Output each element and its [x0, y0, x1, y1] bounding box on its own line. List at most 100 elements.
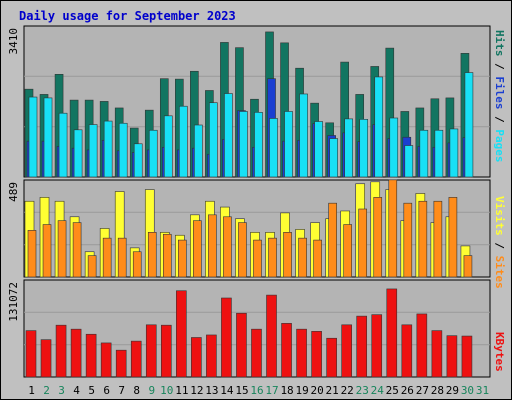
sites-bar	[147, 232, 157, 278]
sites-bar	[178, 239, 187, 278]
x-tick-label: 28	[431, 384, 444, 397]
sites-bar	[313, 239, 322, 278]
sites-bar	[403, 202, 413, 278]
x-tick-label: 2	[43, 384, 50, 397]
sites-bar	[223, 216, 232, 278]
kbytes-bar	[25, 330, 37, 378]
pages-bar	[103, 120, 113, 178]
x-tick-label: 16	[250, 384, 263, 397]
legend-sep: /	[493, 110, 506, 130]
sites-bar	[193, 220, 202, 278]
sites-bar	[433, 200, 443, 278]
pages-bar	[239, 111, 248, 178]
x-tick-label: 25	[386, 384, 399, 397]
pages-bar	[269, 118, 278, 178]
sites-bar	[268, 237, 277, 278]
sites-bar	[117, 237, 127, 278]
x-tick-label: 17	[265, 384, 278, 397]
kbytes-bar	[401, 324, 413, 378]
x-tick-label: 21	[326, 384, 339, 397]
x-tick-label: 11	[175, 384, 188, 397]
kbytes-bar	[115, 349, 127, 378]
sites-bar	[418, 200, 428, 278]
kbytes-bar	[281, 323, 292, 378]
pages-bar	[449, 128, 459, 178]
kbytes-bar	[221, 297, 232, 378]
pages-bar	[209, 102, 218, 178]
sites-bar	[373, 197, 383, 278]
legend-hits: Hits	[493, 30, 506, 57]
pages-bar	[73, 129, 83, 178]
y-max-label-hits: 3410	[7, 28, 20, 55]
kbytes-bar	[341, 324, 352, 378]
pages-bar	[163, 115, 173, 178]
legend-kbytes: KBytes	[493, 332, 506, 372]
pages-bar	[28, 96, 38, 178]
kbytes-bar	[85, 333, 97, 378]
kbytes-bar	[386, 288, 398, 378]
pages-bar	[344, 118, 353, 178]
kbytes-bar	[371, 314, 383, 378]
pages-bar	[464, 72, 474, 178]
pages-bar	[404, 145, 414, 178]
sites-bar	[102, 237, 112, 278]
x-tick-label: 29	[446, 384, 459, 397]
pages-bar	[43, 97, 53, 178]
sites-bar	[388, 179, 398, 278]
sites-bar	[358, 208, 368, 278]
x-tick-label: 27	[416, 384, 429, 397]
pages-bar	[359, 119, 369, 178]
kbytes-bar	[160, 324, 172, 378]
pages-bar	[88, 124, 98, 178]
x-tick-label: 10	[160, 384, 173, 397]
legend-panel-3: KBytes	[493, 332, 506, 372]
sites-bar	[343, 224, 352, 278]
sites-bar	[283, 232, 292, 278]
pages-bar	[419, 129, 429, 178]
kbytes-bar	[356, 315, 368, 378]
x-tick-label: 3	[58, 384, 65, 397]
sites-bar	[162, 233, 172, 278]
kbytes-bar	[416, 313, 428, 378]
sites-bar	[27, 230, 37, 278]
kbytes-bar	[176, 290, 187, 378]
pages-bar	[58, 112, 68, 178]
sites-bar	[87, 255, 97, 278]
sites-bar	[238, 222, 247, 278]
sites-bar	[298, 237, 307, 278]
pages-bar	[284, 111, 293, 178]
pages-bar	[254, 112, 263, 178]
kbytes-bar	[40, 339, 52, 378]
kbytes-bar	[296, 328, 307, 378]
x-tick-label: 6	[103, 384, 110, 397]
pages-bar	[374, 76, 384, 178]
x-tick-label: 5	[88, 384, 95, 397]
legend-panel-1: Hits / Files / Pages	[493, 30, 506, 163]
pages-bar	[133, 143, 143, 178]
x-tick-label: 8	[133, 384, 140, 397]
kbytes-bar	[311, 331, 322, 378]
pages-bar	[224, 93, 233, 178]
x-tick-label: 15	[235, 384, 248, 397]
kbytes-bar	[145, 324, 157, 378]
x-tick-label: 31	[476, 384, 489, 397]
x-tick-label: 4	[73, 384, 80, 397]
x-tick-label: 1	[28, 384, 35, 397]
legend-panel-2: Visits / Sites	[493, 196, 506, 289]
sites-bar	[448, 197, 458, 278]
kbytes-bar	[191, 337, 202, 378]
x-tick-label: 12	[190, 384, 203, 397]
kbytes-bar	[431, 330, 443, 378]
kbytes-bar	[266, 294, 277, 378]
x-tick-label: 22	[341, 384, 354, 397]
kbytes-bar	[326, 337, 337, 378]
kbytes-bar	[446, 335, 458, 378]
pages-bar	[194, 124, 203, 178]
pages-bar	[389, 117, 399, 178]
x-tick-label: 20	[311, 384, 324, 397]
sites-bar	[72, 222, 82, 278]
sites-bar	[132, 251, 142, 278]
legend-sep: /	[493, 57, 506, 77]
kbytes-bar	[55, 324, 67, 378]
